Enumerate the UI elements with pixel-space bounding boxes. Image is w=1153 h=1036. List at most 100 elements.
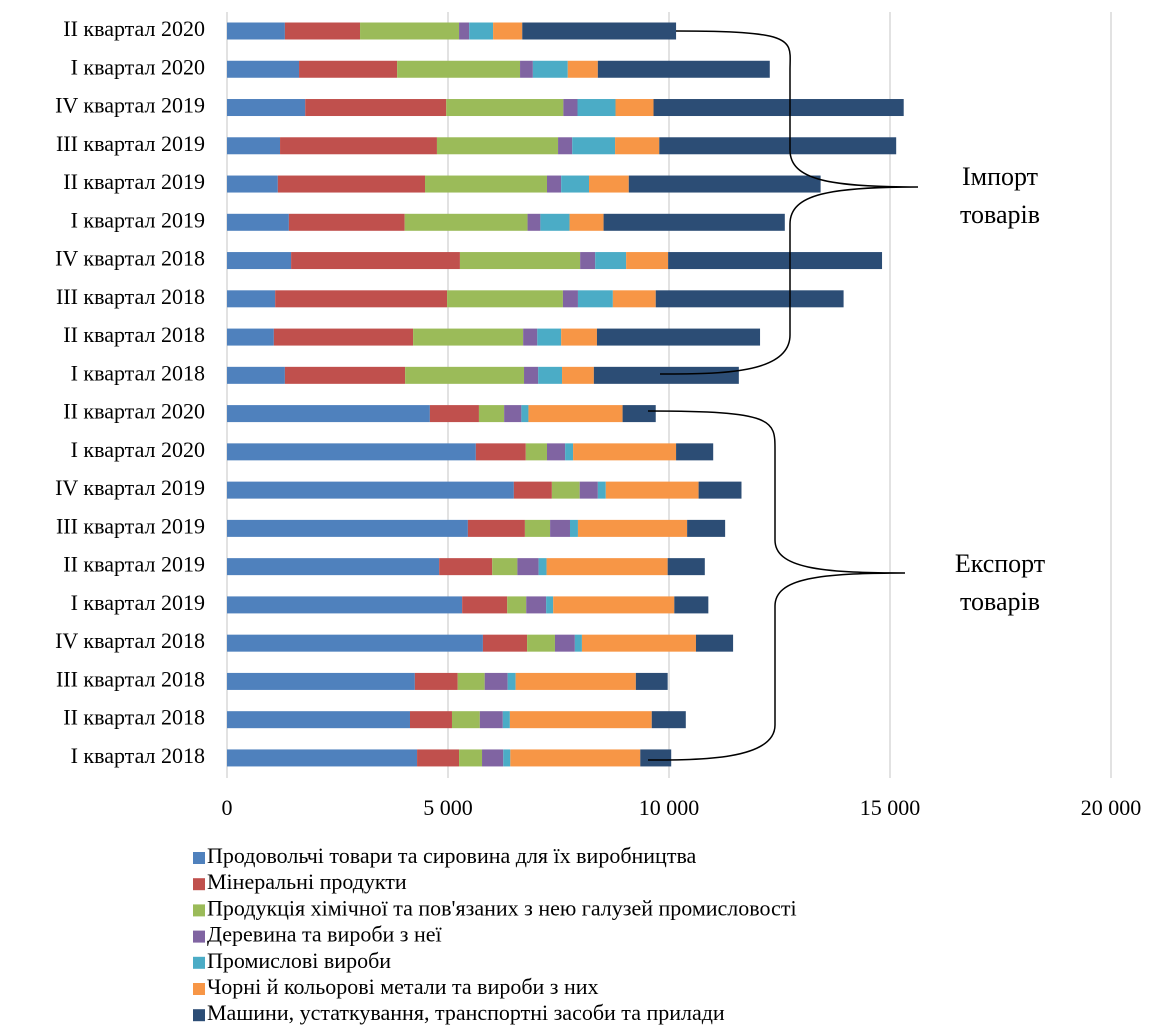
bar-segment: [414, 672, 458, 690]
annotation: Імпорт товарів: [960, 162, 1040, 229]
bar-segment: [540, 213, 570, 231]
bar-segment: [655, 290, 844, 308]
bar-segment: [558, 137, 573, 155]
bar-segment: [507, 596, 527, 614]
bar-segment: [417, 749, 460, 767]
legend-label: Продукція хімічної та пов'язаних з нею г…: [207, 895, 797, 920]
bar-segment: [553, 596, 675, 614]
bar-segment: [579, 481, 598, 499]
bar-segment: [595, 252, 627, 270]
bar-segment: [280, 137, 437, 155]
bar-segment: [615, 99, 654, 117]
bar-segment: [526, 596, 547, 614]
bar-segment: [299, 60, 398, 78]
legend-label: Продовольчі товари та сировина для їх ви…: [207, 843, 697, 868]
y-tick-label: III квартал 2018: [56, 284, 205, 309]
bar-segment: [524, 519, 551, 537]
bar-segment: [227, 328, 274, 346]
bar-segment: [227, 711, 410, 729]
bar-segment: [615, 137, 660, 155]
bar-segment: [284, 22, 361, 40]
legend-label: Промислові вироби: [207, 948, 391, 973]
y-tick-label: II квартал 2019: [63, 552, 205, 577]
y-tick-label: I квартал 2019: [71, 590, 205, 615]
bar-segment: [291, 252, 460, 270]
bar-segment: [515, 672, 636, 690]
bar-segment: [635, 672, 668, 690]
x-tick-label: 5 000: [423, 795, 473, 820]
legend-label: Машини, устаткування, транспортні засоби…: [207, 1000, 725, 1025]
bar-segment: [547, 175, 562, 193]
bar-segment: [478, 405, 505, 423]
bar-segment: [284, 366, 406, 384]
bar-segment: [482, 749, 504, 767]
bar-segment: [562, 290, 578, 308]
legend-label: Деревина та вироби з неї: [207, 922, 443, 947]
bar-segment: [554, 634, 575, 652]
bar-segment: [605, 481, 699, 499]
bar-segment: [573, 443, 677, 461]
bar-segment: [475, 443, 526, 461]
bar-segment: [227, 213, 289, 231]
bar-segment: [227, 366, 285, 384]
bar-segment: [640, 749, 672, 767]
bar-segment: [528, 405, 623, 423]
bar-segment: [288, 213, 405, 231]
bar-segment: [484, 672, 508, 690]
bar-segment: [493, 22, 523, 40]
y-tick-label: I квартал 2018: [71, 360, 205, 385]
bar-segment: [429, 405, 479, 423]
bar-segment: [667, 558, 705, 576]
legend-swatch: [193, 983, 205, 995]
bar-segment: [562, 366, 594, 384]
bar-segment: [527, 213, 541, 231]
bar-segment: [457, 672, 485, 690]
x-tick-label: 20 000: [1081, 795, 1142, 820]
bar-segment: [546, 596, 554, 614]
bar-segment: [676, 443, 714, 461]
bar-segment: [404, 213, 528, 231]
bar-segment: [695, 634, 734, 652]
y-tick-label: III квартал 2019: [56, 131, 205, 156]
bar-segment: [626, 252, 669, 270]
bar-segment: [482, 634, 528, 652]
bar-segment: [227, 290, 276, 308]
bar-segment: [469, 22, 494, 40]
plot: 0 5 000 10 000 15 000 20 000 II квартал 2020 I…: [55, 12, 1141, 1025]
bar-segment: [547, 443, 566, 461]
bar-segment: [227, 749, 418, 767]
y-tick-label: IV квартал 2018: [55, 628, 205, 653]
bar-segment: [523, 328, 538, 346]
bar-segment: [360, 22, 460, 40]
bar-segment: [520, 60, 533, 78]
bar-segment: [436, 137, 559, 155]
bar-segment: [467, 519, 525, 537]
bar-segment: [446, 99, 564, 117]
bar-segment: [581, 634, 696, 652]
y-tick-label: IV квартал 2018: [55, 246, 205, 271]
bar-segment: [687, 519, 726, 537]
bar-segment: [580, 252, 596, 270]
import-brace: [659, 30, 919, 375]
bar-segment: [551, 481, 580, 499]
x-tick-label: 15 000: [860, 795, 921, 820]
y-tick-label: I квартал 2020: [71, 437, 205, 462]
legend-label: Чорні й кольорові метали та вироби з них: [207, 974, 599, 999]
bar-segment: [305, 99, 447, 117]
bar-segment: [227, 596, 463, 614]
bar-segment: [227, 22, 285, 40]
y-tick-label: III квартал 2019: [56, 513, 205, 538]
bar-segment: [538, 558, 547, 576]
bar-segment: [521, 405, 529, 423]
bar-segment: [563, 99, 578, 117]
bar-segment: [479, 711, 503, 729]
export-brace: [647, 410, 906, 761]
bar-segment: [227, 252, 292, 270]
bar-segment: [397, 60, 521, 78]
bar-segment: [597, 481, 606, 499]
bar-segment: [569, 519, 578, 537]
bar-segment: [227, 405, 430, 423]
bar-segment: [561, 328, 597, 346]
bar-segment: [405, 366, 525, 384]
